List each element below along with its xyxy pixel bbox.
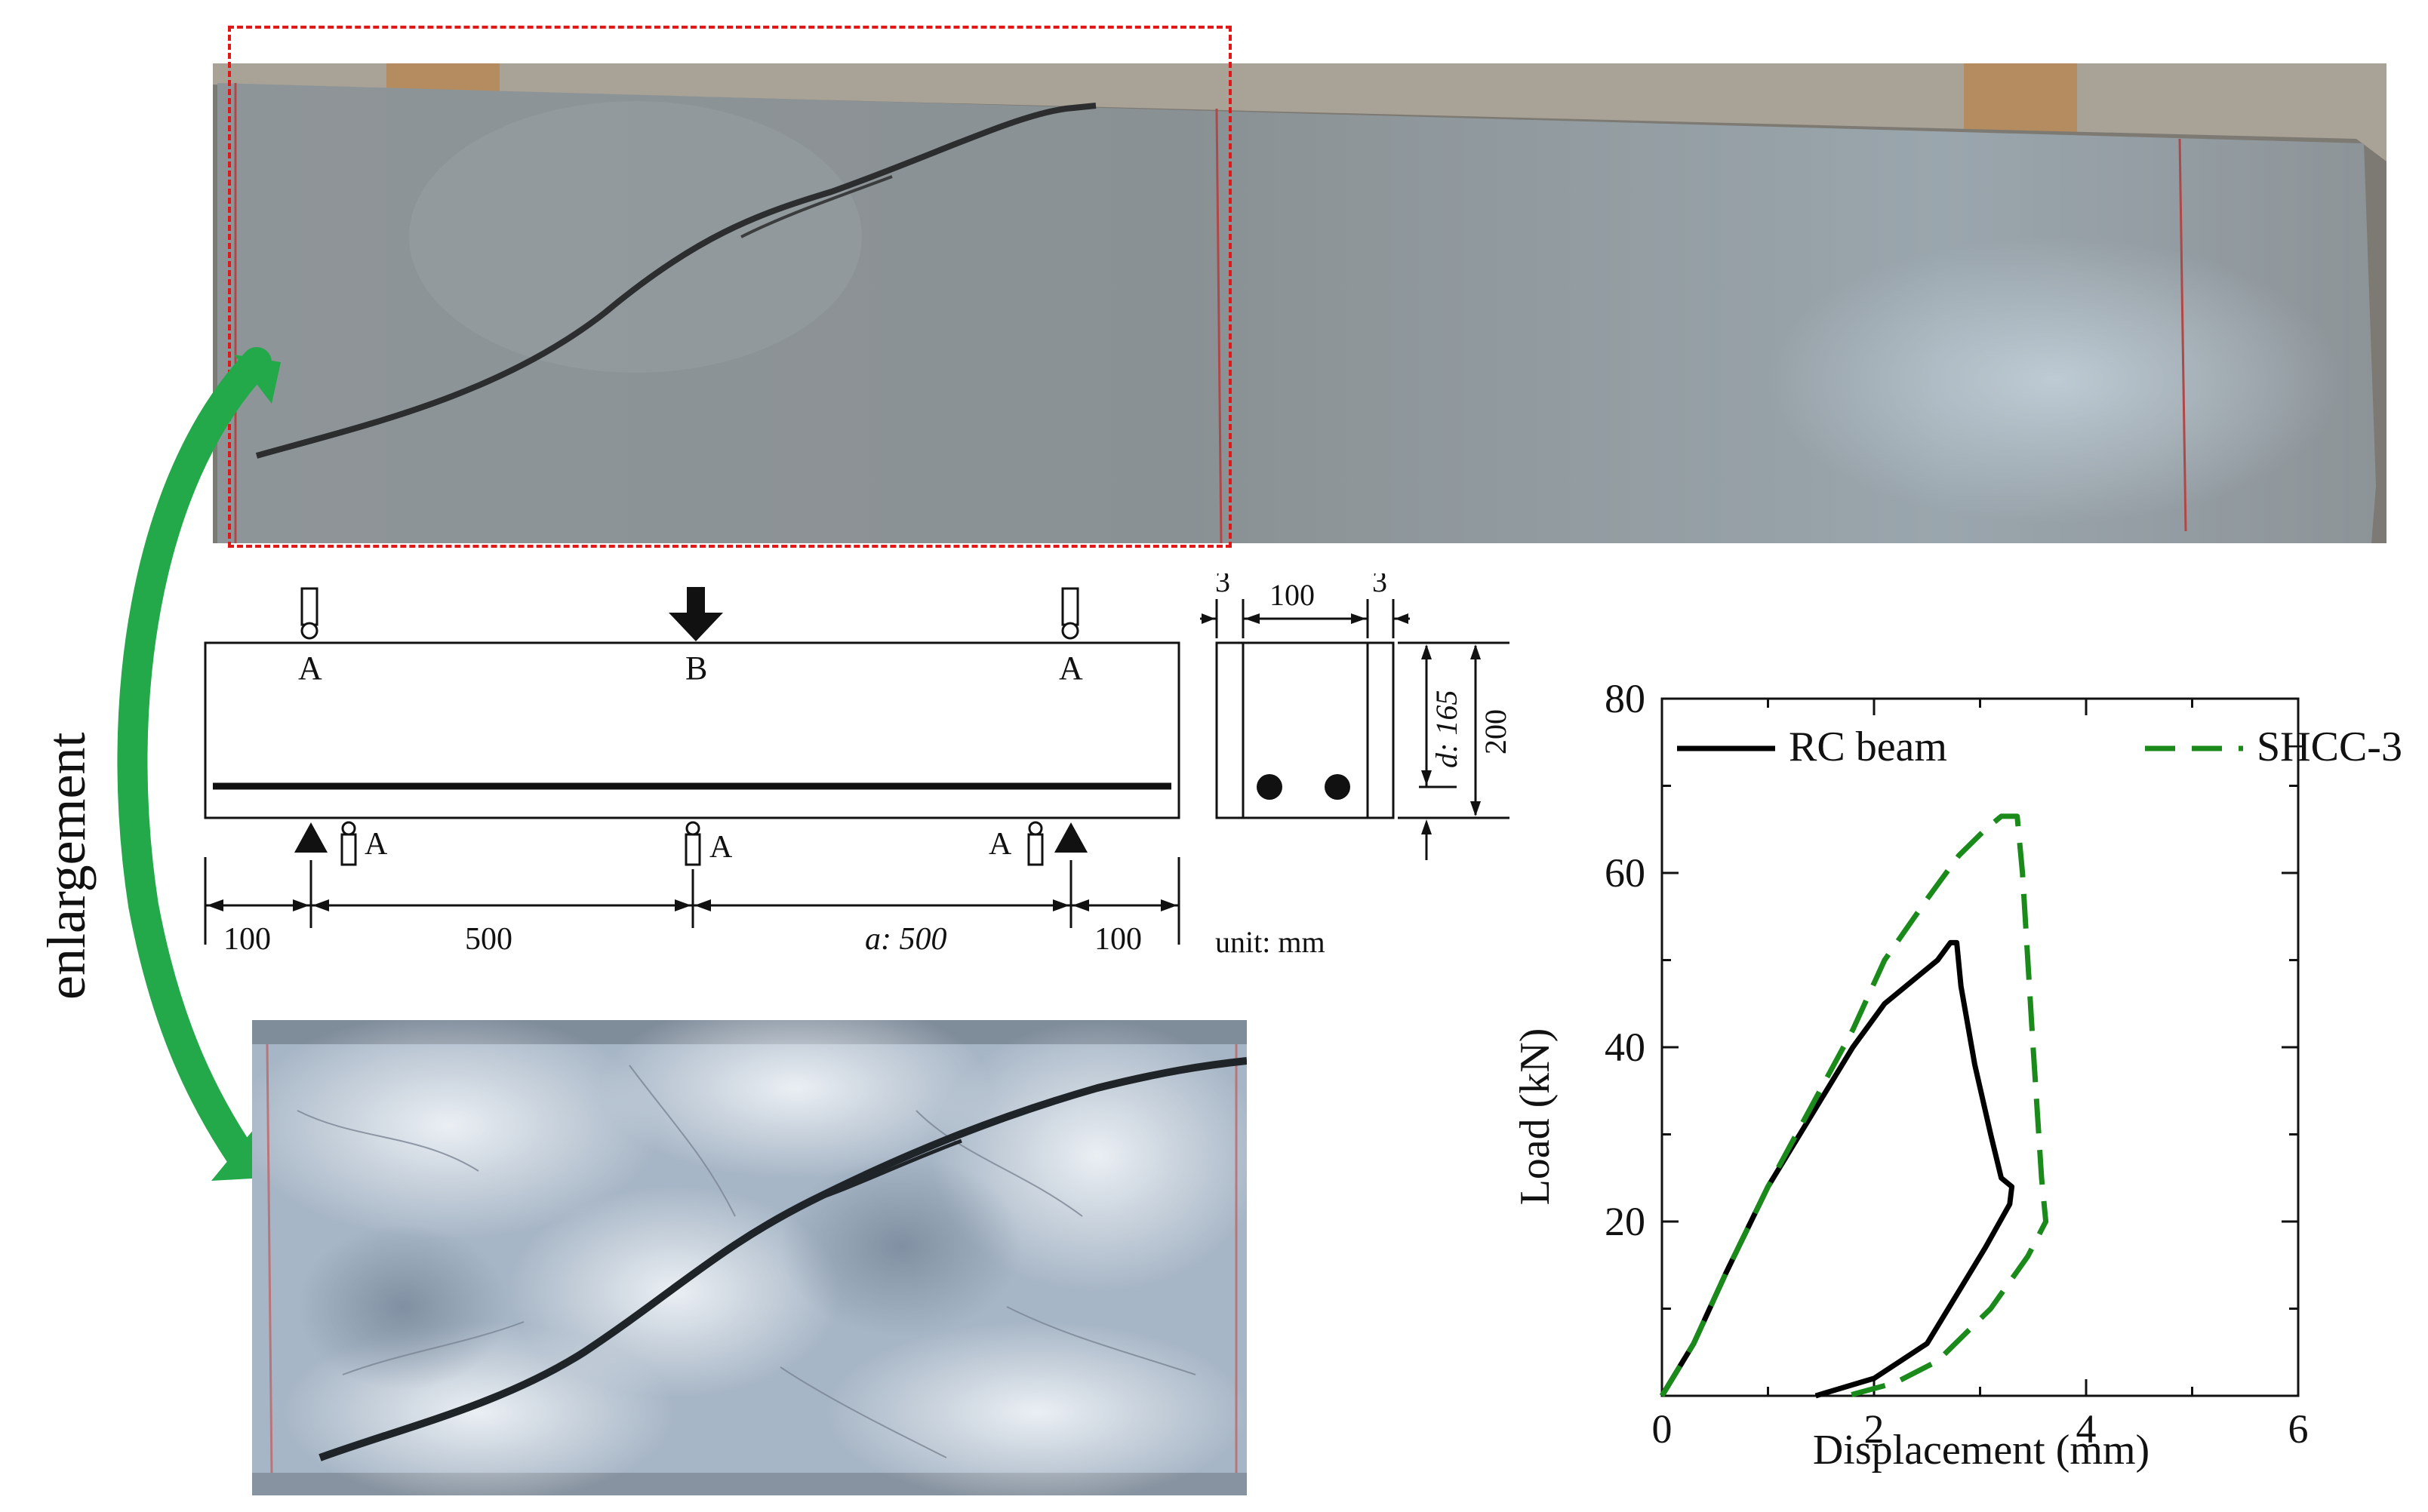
enlarged-crack-photo <box>252 1020 1247 1495</box>
dim-right-overhang: 100 <box>1094 922 1142 957</box>
load-arrow <box>669 587 723 641</box>
svg-text:A: A <box>365 827 388 862</box>
enlargement-label: enlargement <box>36 732 97 1000</box>
x-tick-label: 0 <box>1652 1406 1673 1452</box>
y-tick-label: 80 <box>1605 676 1645 721</box>
cross-section <box>1200 599 1509 860</box>
shear-crack <box>255 103 1097 459</box>
x-axis-label: Displacement (mm) <box>1813 1427 2150 1474</box>
svg-text:A: A <box>298 650 322 687</box>
section-effective-depth: d: 165 <box>1429 690 1463 768</box>
section-width: 100 <box>1269 578 1315 612</box>
section-height: 200 <box>1479 709 1512 754</box>
crack-region-highlight <box>228 26 1232 548</box>
load-point-label: B <box>685 650 707 687</box>
series-line-0 <box>1660 939 2015 1399</box>
x-tick-label: 6 <box>2288 1406 2309 1452</box>
plot-frame <box>1660 697 2300 1397</box>
section-cover-right: 3 <box>1372 573 1387 598</box>
svg-text:A: A <box>1059 650 1083 687</box>
y-tick-label: 60 <box>1605 850 1645 896</box>
y-axis-label: Load (kN) <box>1512 1028 1559 1206</box>
beam-outline <box>204 641 1180 819</box>
load-displacement-chart: Load (kN) Displacement (mm) 0 2 4 6 20 40 60 80… <box>1512 676 2402 1474</box>
dim-span-left: 500 <box>465 922 512 957</box>
series-line-1 <box>1660 813 2049 1399</box>
support-left <box>294 822 328 853</box>
legend-label-0: RC beam <box>1789 724 1947 770</box>
y-tick-label: 40 <box>1605 1025 1645 1070</box>
section-cover-left: 3 <box>1215 573 1230 598</box>
dim-span-right: a: 500 <box>865 922 947 957</box>
x-tick-label: 4 <box>2076 1406 2097 1452</box>
legend-label-1: SHCC-3 <box>2257 724 2402 770</box>
enlarged-shear-crack <box>319 1057 1247 1461</box>
support-right <box>1054 822 1088 853</box>
dim-left-overhang: 100 <box>223 922 271 957</box>
beam-photo <box>213 63 2386 543</box>
svg-text:A: A <box>989 827 1012 862</box>
unit-label: unit: mm <box>1215 925 1325 959</box>
x-tick-label: 2 <box>1864 1406 1885 1452</box>
beam-schematic: A B A A A A 100 500 a: 500 100 <box>204 573 1512 959</box>
y-tick-label: 20 <box>1605 1199 1645 1244</box>
svg-text:A: A <box>709 830 733 865</box>
